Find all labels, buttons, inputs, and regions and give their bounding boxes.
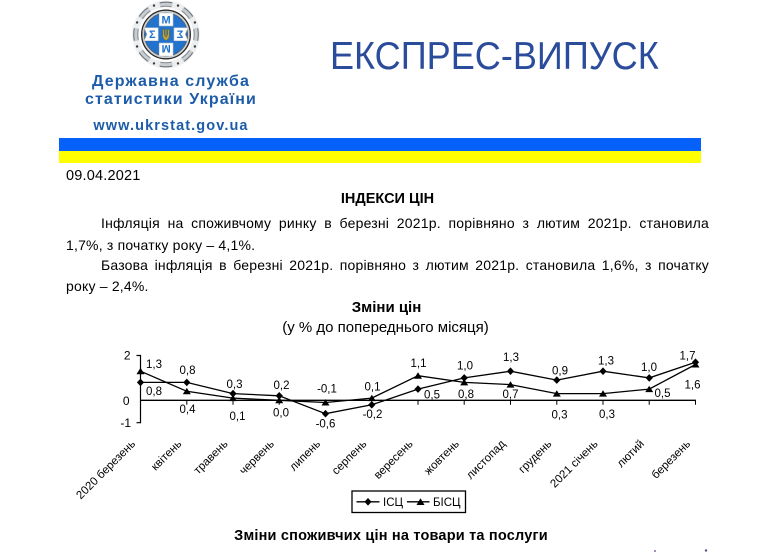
svg-text:1,1: 1,1 xyxy=(411,358,427,370)
svg-text:0,1: 0,1 xyxy=(365,382,381,394)
svg-text:0,3: 0,3 xyxy=(552,410,568,422)
svg-text:1,6: 1,6 xyxy=(685,380,701,392)
svg-text:0,3: 0,3 xyxy=(599,409,615,421)
svg-text:1,7: 1,7 xyxy=(680,351,696,363)
svg-text:1,0: 1,0 xyxy=(641,362,657,374)
svg-text:0,7: 0,7 xyxy=(503,389,519,401)
svg-text:0,8: 0,8 xyxy=(180,365,196,377)
svg-text:червень: червень xyxy=(238,438,277,477)
svg-text:1,3: 1,3 xyxy=(503,352,519,364)
svg-text:0,5: 0,5 xyxy=(424,390,440,402)
svg-text:0,8: 0,8 xyxy=(458,389,474,401)
svg-text:0,9: 0,9 xyxy=(552,366,568,378)
svg-text:0,4: 0,4 xyxy=(180,404,197,416)
svg-text:2021 січень: 2021 січень xyxy=(548,438,600,490)
svg-text:жовтень: жовтень xyxy=(422,438,461,477)
svg-text:0,2: 0,2 xyxy=(274,380,290,392)
svg-text:вересень: вересень xyxy=(372,438,416,482)
svg-text:1,3: 1,3 xyxy=(146,359,162,371)
svg-text:Σ: Σ xyxy=(176,29,183,41)
svg-text:0,1: 0,1 xyxy=(230,411,246,423)
svg-text:-0,1: -0,1 xyxy=(317,384,337,396)
svg-text:-1: -1 xyxy=(120,416,131,430)
svg-text:0,3: 0,3 xyxy=(227,379,243,391)
svg-text:ІСЦ: ІСЦ xyxy=(383,497,404,509)
svg-text:1,0: 1,0 xyxy=(457,361,473,373)
svg-text:грудень: грудень xyxy=(517,438,555,476)
svg-text:березень: березень xyxy=(650,438,693,481)
svg-text:липень: липень xyxy=(288,438,323,473)
svg-text:0,8: 0,8 xyxy=(146,386,162,398)
svg-text:листопад: листопад xyxy=(464,438,508,482)
svg-text:Σ: Σ xyxy=(149,29,156,41)
svg-text:2: 2 xyxy=(124,349,131,363)
svg-text:квітень: квітень xyxy=(149,438,184,473)
svg-text:0,0: 0,0 xyxy=(273,408,289,420)
svg-text:серпень: серпень xyxy=(330,438,369,477)
svg-text:-0,6: -0,6 xyxy=(316,419,336,431)
svg-text:1,3: 1,3 xyxy=(598,356,614,368)
svg-text:0,5: 0,5 xyxy=(655,388,671,400)
svg-text:травень: травень xyxy=(192,438,231,477)
svg-text:0: 0 xyxy=(123,394,130,408)
svg-text:М: М xyxy=(162,14,171,26)
svg-text:БІСЦ: БІСЦ xyxy=(433,497,461,509)
svg-text:М: М xyxy=(162,42,171,54)
svg-text:лютий: лютий xyxy=(615,438,647,470)
svg-text:-0,2: -0,2 xyxy=(363,409,383,421)
svg-text:2020 березень: 2020 березень xyxy=(74,438,138,502)
